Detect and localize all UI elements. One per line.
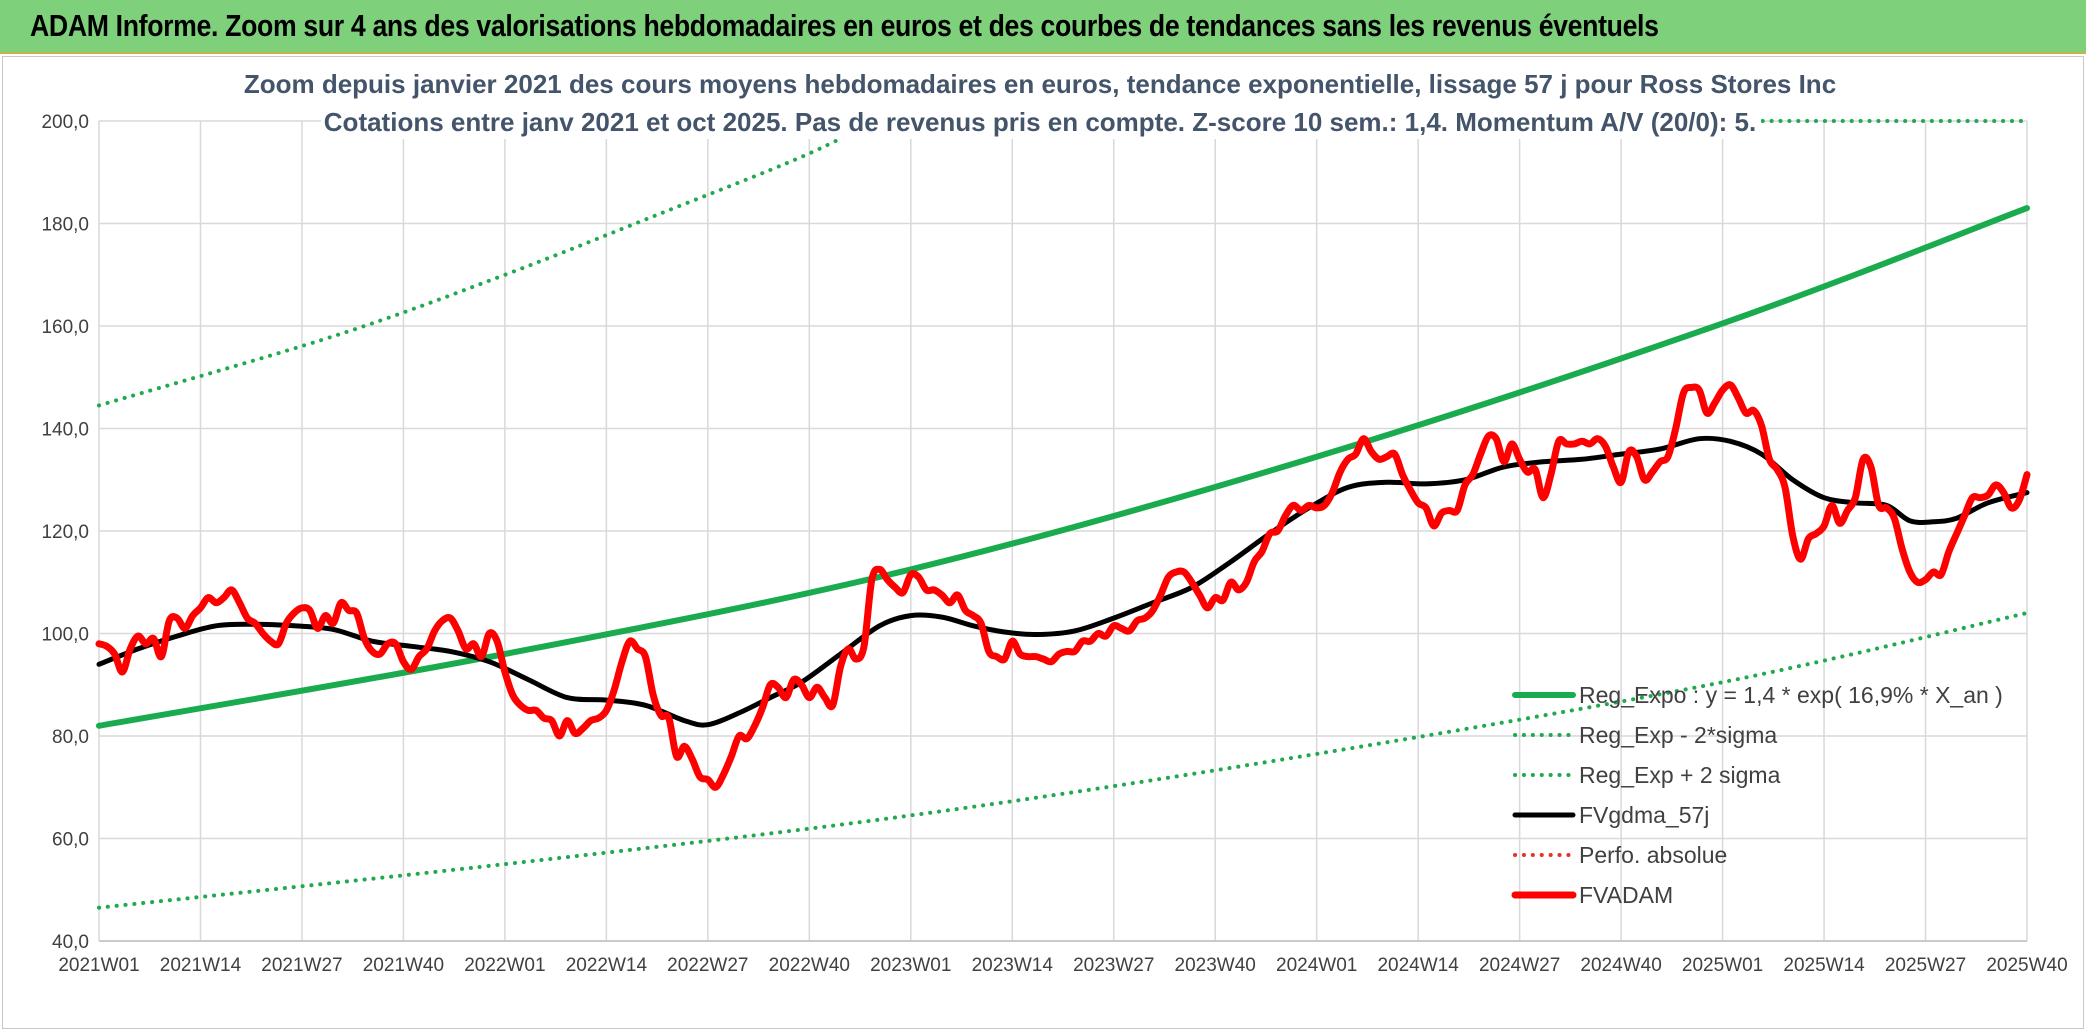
series-line-reg-expo-y-1-4-exp-16-9-x-an <box>96 205 2030 729</box>
x-tick-label: 2025W40 <box>1986 955 2067 976</box>
x-tick-label: 2023W40 <box>1175 955 1256 976</box>
series-line-reg-exp-2-sigma <box>97 116 882 408</box>
x-tick-label: 2023W01 <box>870 955 951 976</box>
legend-entry: Reg_Expo : y = 1,4 * exp( 16,9% * X_an ) <box>1579 682 2003 708</box>
x-tick-label: 2025W14 <box>1783 955 1865 976</box>
grid-lines <box>98 120 2028 942</box>
x-tick-label: 2021W01 <box>58 955 139 976</box>
y-tick-label: 200,0 <box>41 112 89 133</box>
x-tick-label: 2024W01 <box>1276 955 1357 976</box>
legend-entry: Reg_Exp - 2*sigma <box>1579 722 1777 748</box>
series-line-fvgdma-57j <box>96 435 2030 728</box>
legend-entry: FVADAM <box>1579 882 1673 908</box>
x-tick-label: 2022W40 <box>769 955 850 976</box>
chart-canvas: 40,0 60,0 80,0 100,0 120,0 140,0 160,0 180,0 200… <box>41 57 2068 976</box>
series-line-fvadam <box>95 381 2031 791</box>
chart-title: Zoom depuis janvier 2021 des cours moyen… <box>244 57 1836 139</box>
x-tick-label: 2024W14 <box>1377 955 1459 976</box>
chart-title-background <box>321 57 1761 139</box>
legend-entry: Reg_Exp + 2 sigma <box>1579 762 1781 788</box>
x-tick-label: 2025W01 <box>1682 955 1763 976</box>
chart-legend: Reg_Expo : y = 1,4 * exp( 16,9% * X_an )… <box>1511 682 2003 908</box>
report-title: ADAM Informe. Zoom sur 4 ans des valoris… <box>30 8 1659 43</box>
x-tick-label: 2021W14 <box>160 955 242 976</box>
x-tick-label: 2023W27 <box>1073 955 1154 976</box>
chart-title-line-2: Cotations entre janv 2021 et oct 2025. P… <box>324 107 1756 137</box>
legend-entry: FVgdma_57j <box>1579 802 1709 828</box>
y-tick-label: 60,0 <box>52 830 89 851</box>
y-tick-label: 160,0 <box>41 317 89 338</box>
y-tick-label: 140,0 <box>41 420 89 441</box>
x-tick-label: 2024W40 <box>1580 955 1661 976</box>
y-tick-label: 100,0 <box>41 625 89 646</box>
x-tick-label: 2025W27 <box>1885 955 1966 976</box>
y-tick-label: 120,0 <box>41 522 89 543</box>
report-header: ADAM Informe. Zoom sur 4 ans des valoris… <box>0 0 2086 54</box>
chart-title-line-1: Zoom depuis janvier 2021 des cours moyen… <box>244 69 1836 99</box>
axis-labels: 40,0 60,0 80,0 100,0 120,0 140,0 160,0 180,0 200… <box>41 112 2067 976</box>
y-tick-label: 40,0 <box>52 932 89 953</box>
chart-frame: 40,0 60,0 80,0 100,0 120,0 140,0 160,0 180,0 200… <box>2 56 2084 1029</box>
x-tick-label: 2022W27 <box>667 955 748 976</box>
x-tick-label: 2022W14 <box>566 955 648 976</box>
y-tick-label: 80,0 <box>52 727 89 748</box>
series-lines <box>95 116 2031 910</box>
x-tick-label: 2021W27 <box>261 955 342 976</box>
x-tick-label: 2024W27 <box>1479 955 1560 976</box>
x-tick-label: 2022W01 <box>464 955 545 976</box>
legend-entry: Perfo. absolue <box>1579 842 1727 868</box>
series-line-reg-exp-2-sigma <box>97 611 2029 910</box>
x-tick-label: 2023W14 <box>972 955 1054 976</box>
x-tick-label: 2021W40 <box>363 955 444 976</box>
y-tick-label: 180,0 <box>41 215 89 236</box>
